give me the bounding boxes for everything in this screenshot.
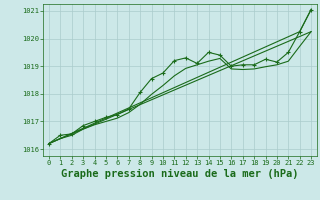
X-axis label: Graphe pression niveau de la mer (hPa): Graphe pression niveau de la mer (hPa) [61,169,299,179]
